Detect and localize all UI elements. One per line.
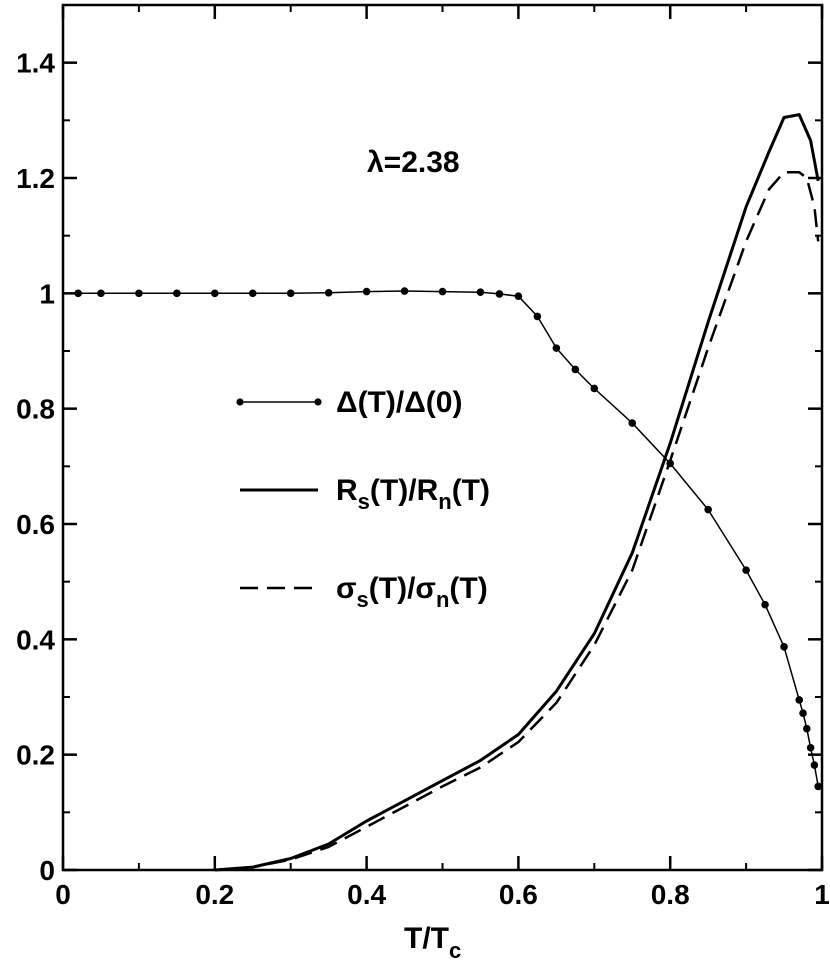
gap-point <box>286 289 295 298</box>
x-tick-label: 0.8 <box>651 879 690 910</box>
gap-point <box>97 289 105 298</box>
y-tick-label: 1.2 <box>16 163 55 194</box>
x-tick-label: 0.2 <box>195 879 234 910</box>
legend-rs-mid: (T)/R <box>370 474 439 507</box>
gap-point <box>438 287 447 296</box>
plot-frame <box>61 3 824 872</box>
gap-point <box>248 289 257 298</box>
gap-point <box>400 287 409 295</box>
legend-sigma-sub1: s <box>357 587 369 612</box>
x-tick-label: 0 <box>55 879 71 910</box>
legend: Δ(T)/Δ(0) Rs(T)/Rn(T) σs(T)/σn(T) <box>236 386 490 612</box>
legend-sigma-label: σs(T)/σn(T) <box>336 572 488 612</box>
x-axis-title: T/Tc <box>404 922 461 963</box>
series-rs-line <box>214 113 820 872</box>
x-axis-ticks <box>61 5 824 870</box>
gap-point <box>495 290 504 298</box>
gap-point <box>742 566 750 574</box>
legend-rs-sub2: n <box>438 489 451 514</box>
legend-gap-marker-left <box>236 398 244 406</box>
gap-point <box>704 505 712 514</box>
gap-markers <box>74 287 823 791</box>
y-tick-label: 0.4 <box>16 624 55 655</box>
gap-point <box>666 459 674 468</box>
gap-point <box>806 743 815 752</box>
x-tick-label: 1 <box>814 879 830 910</box>
legend-gap-marker-right <box>314 398 322 406</box>
gap-point <box>761 600 769 609</box>
legend-gap-label: Δ(T)/Δ(0) <box>336 386 462 419</box>
x-axis-title-main: T/T <box>404 922 449 955</box>
gap-point <box>74 289 82 298</box>
y-axis-ticks <box>63 61 822 872</box>
x-tick-label: 0.4 <box>347 879 386 910</box>
series-sigma-line <box>214 170 820 872</box>
gap-point <box>324 288 333 297</box>
legend-rs-end: (T) <box>452 474 490 507</box>
gap-point <box>780 643 788 651</box>
legend-rs-sub1: s <box>358 489 370 514</box>
y-tick-label: 0.6 <box>16 509 55 540</box>
gap-point <box>628 419 637 427</box>
x-tick-label: 0.6 <box>499 879 538 910</box>
gap-point <box>571 365 580 374</box>
y-tick-label: 1.4 <box>16 48 55 79</box>
lambda-annotation: λ=2.38 <box>367 146 460 179</box>
gap-point <box>362 287 371 296</box>
y-axis-tick-labels: 0 0.2 0.4 0.6 0.8 1 1.2 1.4 <box>16 48 55 886</box>
legend-rs-main: R <box>336 474 358 507</box>
y-tick-label: 1 <box>39 278 55 309</box>
legend-sigma-end: (T) <box>449 572 487 605</box>
legend-sigma-mid: (T)/σ <box>369 572 436 605</box>
gap-point <box>590 384 599 393</box>
series-gap-line <box>78 290 819 787</box>
legend-sigma-sub2: n <box>436 587 449 612</box>
gap-point <box>799 709 807 717</box>
y-tick-label: 0 <box>39 855 55 886</box>
gap-point <box>533 312 542 321</box>
gap-point <box>814 782 823 791</box>
gap-point <box>803 724 811 733</box>
legend-rs-label: Rs(T)/Rn(T) <box>336 474 490 514</box>
gap-point <box>173 289 181 298</box>
gap-point <box>211 289 219 298</box>
legend-sigma-main: σ <box>336 572 357 605</box>
gap-point <box>514 292 523 301</box>
x-axis-title-sub: c <box>449 938 461 963</box>
gap-point <box>135 289 143 298</box>
y-tick-label: 0.8 <box>16 394 55 425</box>
gap-point <box>552 344 561 352</box>
gap-point <box>810 761 819 769</box>
gap-point <box>795 696 804 704</box>
x-axis-tick-labels: 0 0.2 0.4 0.6 0.8 1 <box>55 879 830 910</box>
y-tick-label: 0.2 <box>16 740 55 771</box>
gap-point <box>476 288 485 296</box>
